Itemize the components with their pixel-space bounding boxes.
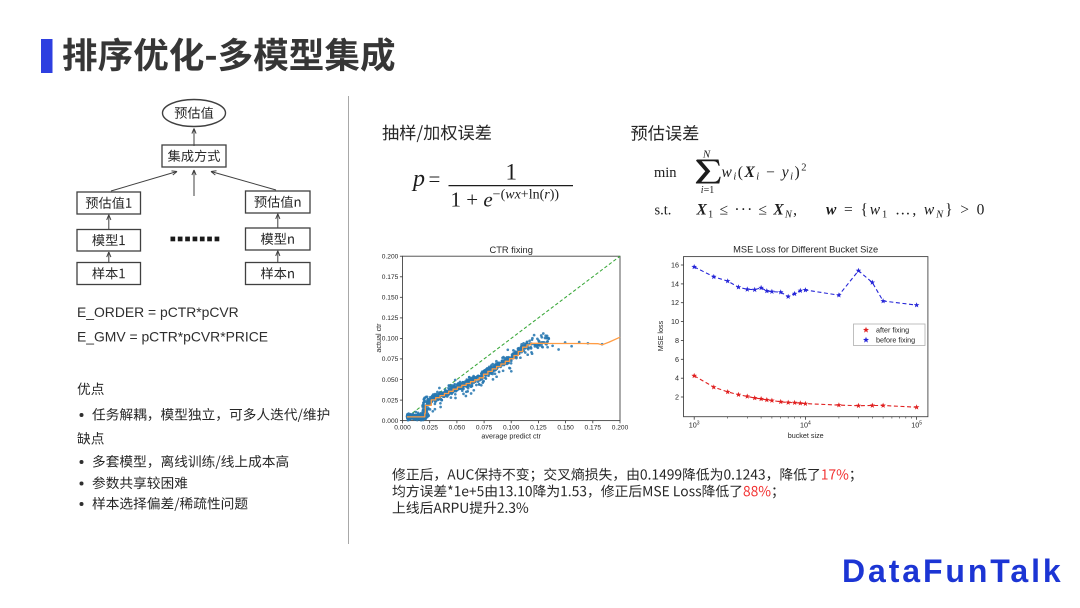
svg-text:p: p xyxy=(411,166,425,192)
svg-text:0.000: 0.000 xyxy=(394,425,411,432)
svg-text:w = {w1 …, wN} > 0: w = {w1 …, wN} > 0 xyxy=(826,202,986,221)
svg-text:CTR fixing: CTR fixing xyxy=(489,245,532,255)
svg-text:0.025: 0.025 xyxy=(382,397,399,404)
svg-text:=: = xyxy=(429,167,441,191)
svg-text:bucket size: bucket size xyxy=(788,431,824,440)
svg-text:6: 6 xyxy=(675,355,679,364)
svg-text:0.175: 0.175 xyxy=(585,425,602,432)
svg-text:i=1: i=1 xyxy=(701,185,714,196)
svg-text:N: N xyxy=(702,149,711,161)
svg-text:0.075: 0.075 xyxy=(476,425,493,432)
svg-text:8: 8 xyxy=(675,336,679,345)
svg-text:0.050: 0.050 xyxy=(382,377,399,384)
svg-text:0.050: 0.050 xyxy=(449,425,466,432)
svg-text:14: 14 xyxy=(671,279,679,288)
svg-text:MSE loss: MSE loss xyxy=(656,320,665,351)
svg-text:0.150: 0.150 xyxy=(557,425,574,432)
svg-text:actual ctr: actual ctr xyxy=(374,323,383,353)
svg-text:0.075: 0.075 xyxy=(382,356,399,363)
svg-text:min: min xyxy=(654,165,677,181)
svg-text:average predict ctr: average predict ctr xyxy=(481,432,541,441)
svg-text:0.125: 0.125 xyxy=(530,425,547,432)
svg-text:0.000: 0.000 xyxy=(382,418,399,425)
svg-text:wi(Xi − yi)2: wi(Xi − yi)2 xyxy=(722,163,808,183)
svg-text:0.150: 0.150 xyxy=(382,295,399,302)
svg-text:0.100: 0.100 xyxy=(503,425,520,432)
svg-text:103: 103 xyxy=(689,421,700,430)
svg-text:0.100: 0.100 xyxy=(382,336,399,343)
svg-text:4: 4 xyxy=(675,374,679,383)
svg-text:105: 105 xyxy=(911,421,922,430)
svg-text:1: 1 xyxy=(506,160,518,185)
svg-text:104: 104 xyxy=(800,421,811,430)
svg-text:0.200: 0.200 xyxy=(382,254,399,261)
svg-text:0.200: 0.200 xyxy=(612,425,629,432)
svg-text:s.t.: s.t. xyxy=(655,203,672,219)
svg-text:X1 ≤ ··· ≤ XN,: X1 ≤ ··· ≤ XN, xyxy=(696,202,799,221)
svg-text:MSE Loss for Different Bucket: MSE Loss for Different Bucket Size xyxy=(733,245,878,255)
svg-text:DataFunTalk: DataFunTalk xyxy=(842,553,1064,589)
svg-text:E_ORDER = pCTR*pCVR: E_ORDER = pCTR*pCVR xyxy=(77,304,239,320)
svg-text:after fixing: after fixing xyxy=(876,326,909,335)
svg-text:16: 16 xyxy=(671,261,679,270)
svg-text:0.025: 0.025 xyxy=(421,425,438,432)
svg-text:0.175: 0.175 xyxy=(382,274,399,281)
svg-text:E_GMV = pCTR*pCVR*PRICE: E_GMV = pCTR*pCVR*PRICE xyxy=(77,329,268,345)
svg-text:0.125: 0.125 xyxy=(382,315,399,322)
svg-text:10: 10 xyxy=(671,317,679,326)
svg-text:before fixing: before fixing xyxy=(876,336,915,345)
svg-text:12: 12 xyxy=(671,298,679,307)
svg-text:2: 2 xyxy=(675,393,679,402)
